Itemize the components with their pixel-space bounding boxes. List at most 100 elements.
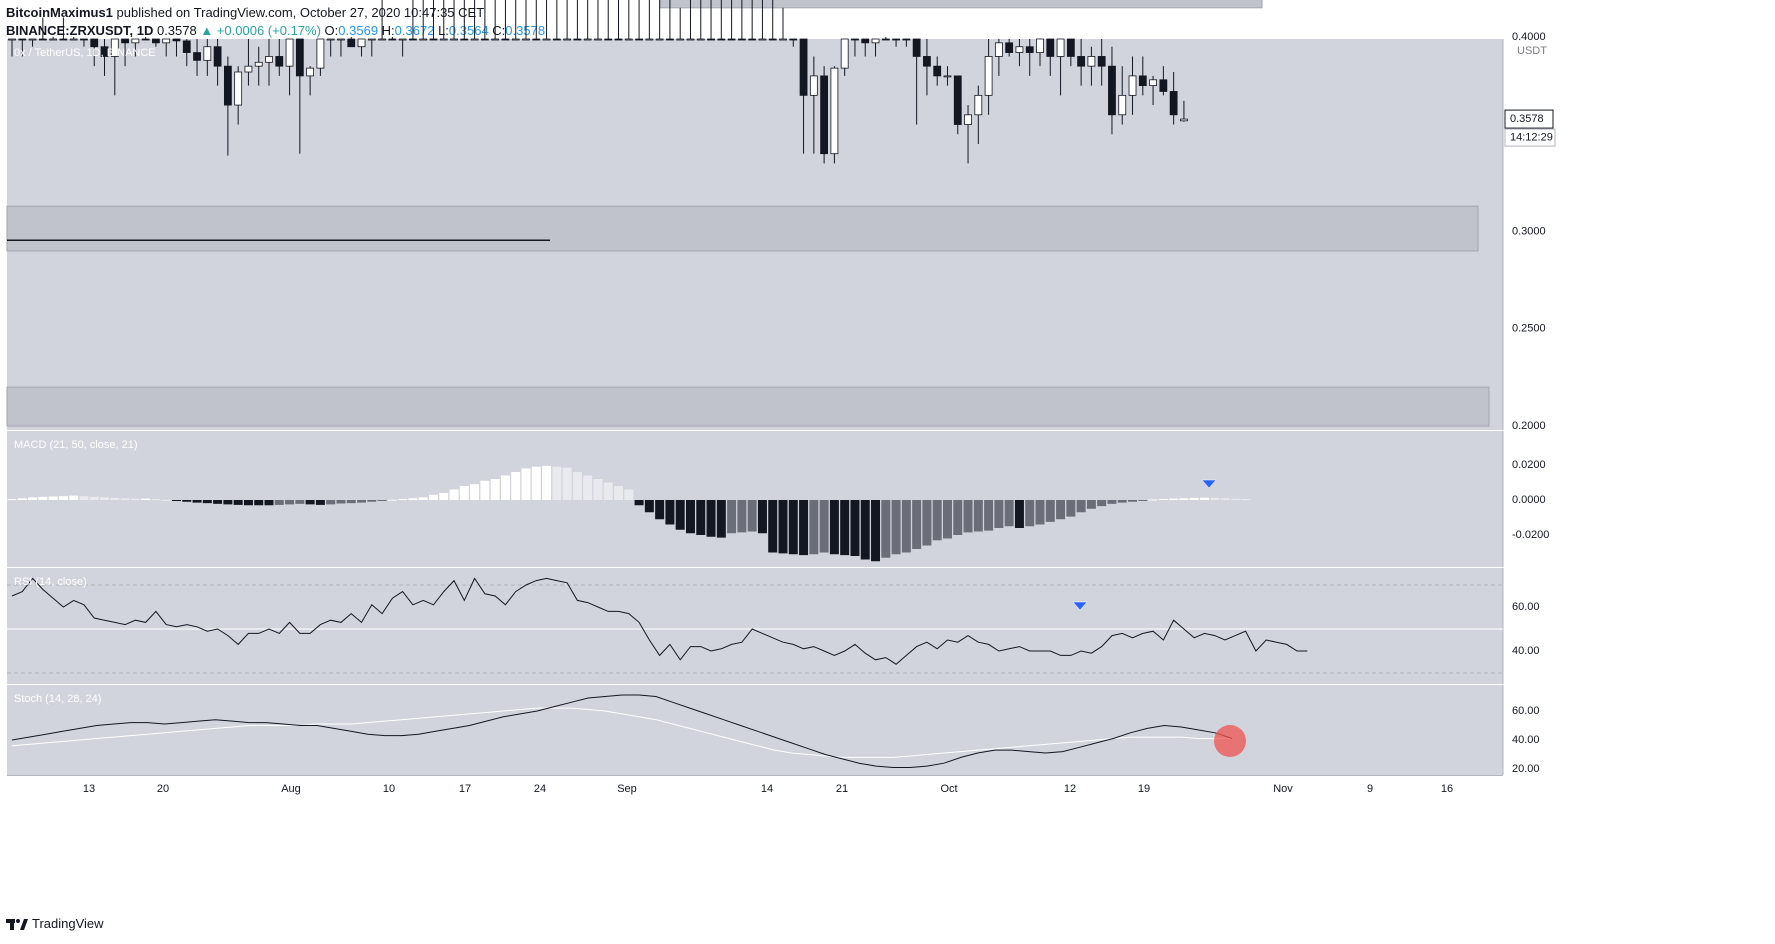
candle[interactable]	[501, 38, 510, 41]
candle[interactable]	[337, 38, 345, 41]
candle[interactable]	[367, 38, 376, 41]
candle[interactable]	[429, 38, 438, 41]
candle[interactable]	[172, 38, 181, 42]
candle[interactable]	[717, 38, 726, 41]
candle[interactable]	[347, 38, 356, 48]
candle[interactable]	[655, 38, 664, 41]
candle[interactable]	[398, 38, 407, 41]
candle[interactable]	[460, 38, 469, 41]
candle[interactable]	[439, 38, 448, 41]
candle[interactable]	[152, 38, 160, 44]
candle[interactable]	[768, 38, 777, 41]
candle[interactable]	[984, 56, 993, 96]
candle[interactable]	[378, 38, 386, 41]
candle[interactable]	[789, 38, 798, 41]
candle[interactable]	[38, 38, 47, 41]
candle[interactable]	[80, 38, 88, 41]
candle[interactable]	[635, 38, 643, 41]
candle[interactable]	[851, 38, 859, 41]
candle[interactable]	[470, 38, 479, 41]
candle[interactable]	[522, 38, 530, 41]
candle[interactable]	[18, 38, 27, 41]
author-name[interactable]: BitcoinMaximus1	[6, 5, 113, 20]
candle[interactable]	[1097, 56, 1106, 67]
candle[interactable]	[861, 38, 870, 44]
candle[interactable]	[234, 71, 243, 106]
candle[interactable]	[254, 61, 263, 67]
candle[interactable]	[830, 67, 839, 155]
candle[interactable]	[213, 46, 222, 67]
candle[interactable]	[90, 38, 99, 48]
candle[interactable]	[306, 67, 315, 77]
candle[interactable]	[326, 38, 335, 41]
candle[interactable]	[707, 38, 715, 41]
candle[interactable]	[1046, 38, 1055, 57]
candle[interactable]	[573, 38, 582, 41]
candle[interactable]	[1180, 118, 1188, 122]
candle[interactable]	[1118, 94, 1127, 116]
candle[interactable]	[162, 38, 171, 44]
candle[interactable]	[624, 38, 633, 41]
candle[interactable]	[1036, 38, 1044, 53]
candle[interactable]	[110, 38, 119, 57]
candle[interactable]	[902, 38, 911, 41]
candle[interactable]	[696, 38, 705, 41]
candle[interactable]	[59, 38, 68, 41]
candle[interactable]	[1015, 46, 1024, 53]
candle[interactable]	[491, 38, 500, 41]
candle[interactable]	[1108, 65, 1116, 116]
candle[interactable]	[614, 38, 623, 41]
candle[interactable]	[1169, 91, 1178, 116]
candle[interactable]	[69, 38, 78, 41]
candle[interactable]	[748, 38, 757, 41]
candle[interactable]	[28, 38, 37, 41]
candle[interactable]	[604, 38, 613, 41]
candle[interactable]	[450, 38, 458, 41]
candle[interactable]	[820, 75, 829, 155]
candle[interactable]	[964, 114, 972, 125]
candle[interactable]	[1128, 75, 1137, 96]
candle[interactable]	[1159, 79, 1168, 92]
candle[interactable]	[892, 38, 900, 41]
candle[interactable]	[809, 75, 818, 96]
candle[interactable]	[121, 38, 129, 44]
candle[interactable]	[409, 38, 417, 41]
candle[interactable]	[295, 38, 304, 77]
candle[interactable]	[1056, 38, 1065, 57]
candle[interactable]	[49, 38, 58, 41]
candle[interactable]	[994, 42, 1003, 57]
candle[interactable]	[1025, 46, 1034, 53]
candle[interactable]	[583, 38, 592, 41]
candle[interactable]	[943, 75, 952, 78]
candle[interactable]	[100, 46, 109, 57]
candle[interactable]	[563, 38, 572, 41]
candle[interactable]	[131, 38, 140, 44]
candle[interactable]	[223, 65, 232, 106]
candle[interactable]	[737, 38, 746, 41]
candle[interactable]	[357, 38, 366, 48]
candle[interactable]	[1149, 79, 1157, 87]
candle[interactable]	[923, 56, 931, 67]
candle[interactable]	[419, 38, 428, 41]
candle[interactable]	[645, 38, 654, 41]
candle[interactable]	[1138, 75, 1147, 87]
candle[interactable]	[511, 38, 520, 41]
candle[interactable]	[316, 38, 325, 69]
candle[interactable]	[1066, 38, 1075, 57]
candle[interactable]	[542, 38, 551, 41]
candle[interactable]	[285, 38, 294, 67]
candle[interactable]	[265, 56, 273, 63]
candle[interactable]	[141, 38, 150, 41]
candle[interactable]	[666, 38, 674, 41]
candle[interactable]	[933, 65, 942, 77]
candle[interactable]	[881, 38, 890, 41]
candle[interactable]	[779, 38, 787, 41]
candle[interactable]	[1005, 42, 1014, 53]
candle[interactable]	[594, 38, 602, 41]
candle[interactable]	[480, 38, 489, 41]
candle[interactable]	[871, 38, 880, 44]
candle[interactable]	[388, 38, 397, 41]
candle[interactable]	[1077, 56, 1086, 67]
candle[interactable]	[727, 38, 736, 41]
